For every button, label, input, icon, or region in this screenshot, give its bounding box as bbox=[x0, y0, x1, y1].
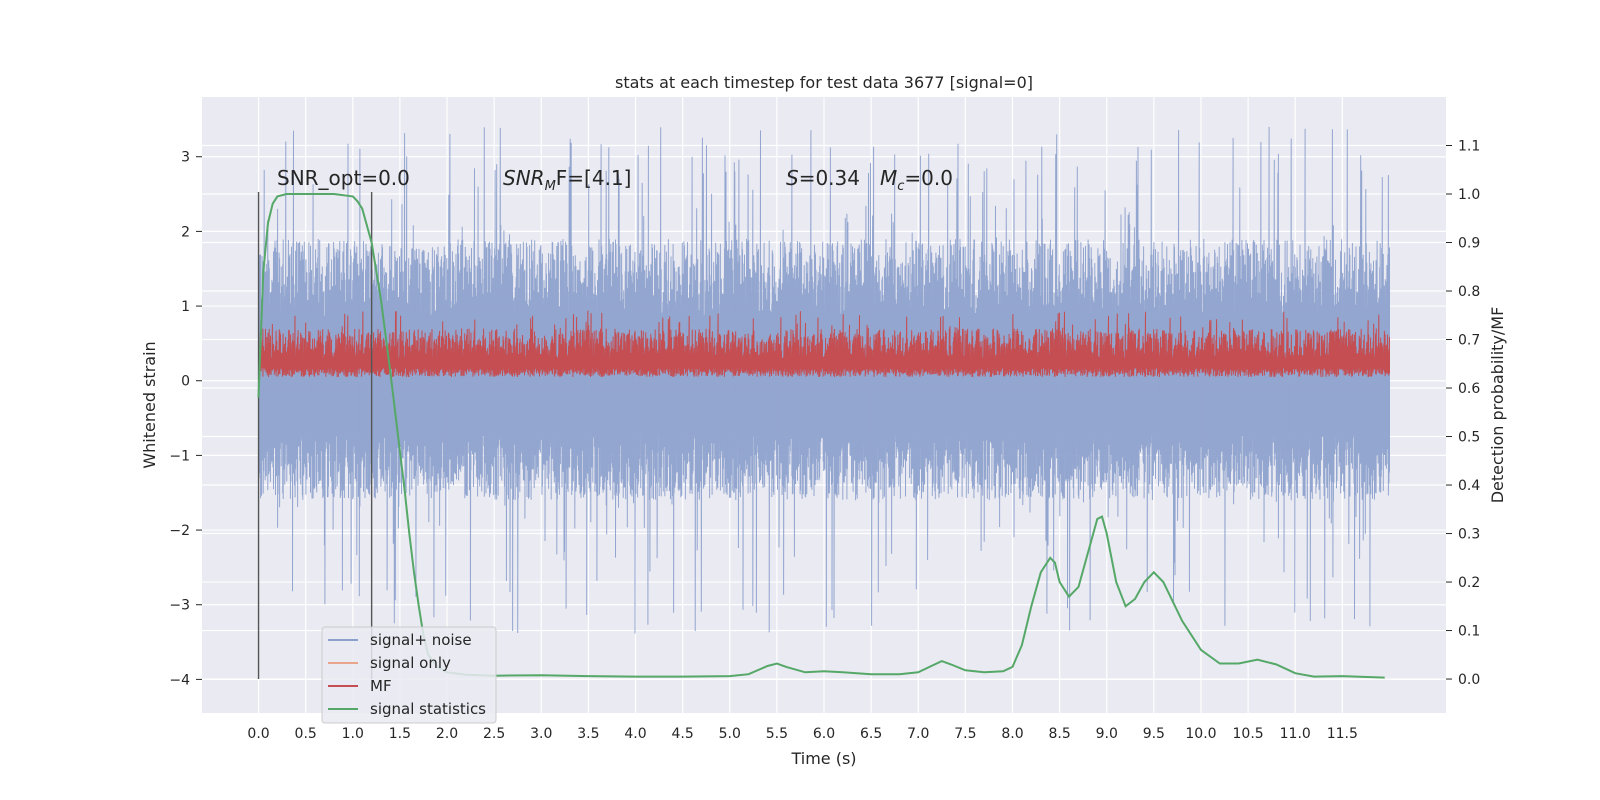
signal-statistics-series bbox=[257, 193, 1385, 679]
y2-tick-label-3: 0.3 bbox=[1458, 527, 1480, 543]
x-axis-ticks: 0.0 0.5 1.0 1.5 2.0 2.5 3.0 3.5 4.0 4.5 5.0 5.5 6.0 6… bbox=[247, 726, 1358, 742]
y-tick-label-1: −3 bbox=[169, 598, 190, 614]
x-tick-label-9: 4.5 bbox=[672, 726, 694, 742]
mf-line bbox=[258, 310, 1390, 378]
x-tick-label-14: 7.0 bbox=[907, 726, 929, 742]
x-tick-label-15: 7.5 bbox=[954, 726, 976, 742]
y-tick-label-4: 0 bbox=[181, 374, 190, 390]
y2-tick-label-9: 0.9 bbox=[1458, 236, 1480, 252]
x-tick-label-0: 0.0 bbox=[247, 726, 269, 742]
x-tick-label-7: 3.5 bbox=[577, 726, 599, 742]
annotation-snr-mf-sub: M bbox=[545, 179, 556, 194]
x-axis-label: Time (s) bbox=[790, 749, 856, 768]
annotation-s-symbol: S bbox=[786, 166, 799, 190]
x-tick-label-6: 3.0 bbox=[530, 726, 552, 742]
x-tick-label-23: 11.5 bbox=[1327, 726, 1358, 742]
x-tick-label-12: 6.0 bbox=[813, 726, 835, 742]
x-tick-label-11: 5.5 bbox=[766, 726, 788, 742]
x-tick-label-5: 2.5 bbox=[483, 726, 505, 742]
y2-tick-label-4: 0.4 bbox=[1458, 478, 1480, 494]
annotation-mc-symbol: M bbox=[880, 166, 897, 190]
y2-axis-ticks: 0.0 0.1 0.2 0.3 0.4 0.5 0.6 0.7 0.8 0.9 1.0 1.1 bbox=[1446, 139, 1480, 688]
x-tick-label-10: 5.0 bbox=[719, 726, 741, 742]
x-tick-label-13: 6.5 bbox=[860, 726, 882, 742]
x-tick-label-3: 1.5 bbox=[389, 726, 411, 742]
y-axis-ticks: −4 −3 −2 −1 0 1 2 3 bbox=[169, 150, 202, 688]
marker-lines bbox=[257, 192, 373, 680]
legend-label-signal-only: signal only bbox=[370, 654, 451, 672]
y-tick-label-7: 3 bbox=[181, 150, 190, 166]
y2-tick-label-5: 0.5 bbox=[1458, 430, 1480, 446]
y2-tick-label-10: 1.0 bbox=[1458, 187, 1480, 203]
y2-tick-label-11: 1.1 bbox=[1458, 139, 1480, 155]
y-axis-label: Whitened strain bbox=[140, 341, 159, 468]
y-tick-label-5: 1 bbox=[181, 299, 190, 315]
x-tick-label-21: 10.5 bbox=[1233, 726, 1264, 742]
x-tick-label-4: 2.0 bbox=[436, 726, 458, 742]
y-tick-label-6: 2 bbox=[181, 224, 190, 240]
x-tick-label-22: 11.0 bbox=[1280, 726, 1311, 742]
legend: signal+ noise signal only MF signal stat… bbox=[321, 626, 497, 724]
annotation-s-value: =0.34 bbox=[799, 166, 860, 190]
signal-statistics-line bbox=[257, 193, 1385, 679]
signal-noise-series bbox=[258, 126, 1390, 634]
x-tick-label-18: 9.0 bbox=[1096, 726, 1118, 742]
annotation-snr-mf: SNRMF=[4.1] bbox=[503, 166, 631, 194]
annotation-s: S=0.34 bbox=[786, 166, 860, 190]
annotation-snr-opt: SNR_opt=0.0 bbox=[277, 166, 410, 190]
x-tick-label-16: 8.0 bbox=[1001, 726, 1023, 742]
y-tick-label-0: −4 bbox=[169, 672, 190, 688]
x-tick-label-8: 4.0 bbox=[624, 726, 646, 742]
x-tick-label-19: 9.5 bbox=[1143, 726, 1165, 742]
y2-tick-label-1: 0.1 bbox=[1458, 624, 1480, 640]
y-tick-label-2: −2 bbox=[169, 523, 190, 539]
chart-title: stats at each timestep for test data 367… bbox=[615, 73, 1033, 92]
y2-tick-label-2: 0.2 bbox=[1458, 575, 1480, 591]
mf-series bbox=[258, 310, 1390, 378]
y2-tick-label-6: 0.6 bbox=[1458, 381, 1480, 397]
x-tick-label-20: 10.0 bbox=[1185, 726, 1216, 742]
y2-tick-label-8: 0.8 bbox=[1458, 284, 1480, 300]
annotation-snr-mf-base: SNR bbox=[503, 166, 545, 190]
x-tick-label-1: 0.5 bbox=[295, 726, 317, 742]
y2-tick-label-7: 0.7 bbox=[1458, 333, 1480, 349]
x-tick-label-17: 8.5 bbox=[1048, 726, 1070, 742]
y2-axis-label: Detection probability/MF bbox=[1488, 307, 1507, 504]
annotation-mc: Mc=0.0 bbox=[880, 166, 953, 194]
legend-box bbox=[321, 626, 497, 724]
legend-label-signal-statistics: signal statistics bbox=[370, 700, 486, 718]
legend-label-mf: MF bbox=[370, 677, 392, 695]
y-tick-label-3: −1 bbox=[169, 448, 190, 464]
y2-tick-label-0: 0.0 bbox=[1458, 672, 1480, 688]
annotation-mc-sub: c bbox=[897, 179, 904, 194]
signal-noise-line bbox=[258, 126, 1390, 634]
x-tick-label-2: 1.0 bbox=[342, 726, 364, 742]
annotation-snr-mf-rest: F=[4.1] bbox=[556, 166, 632, 190]
annotation-mc-value: =0.0 bbox=[904, 166, 953, 190]
legend-label-signal-noise: signal+ noise bbox=[370, 631, 472, 649]
